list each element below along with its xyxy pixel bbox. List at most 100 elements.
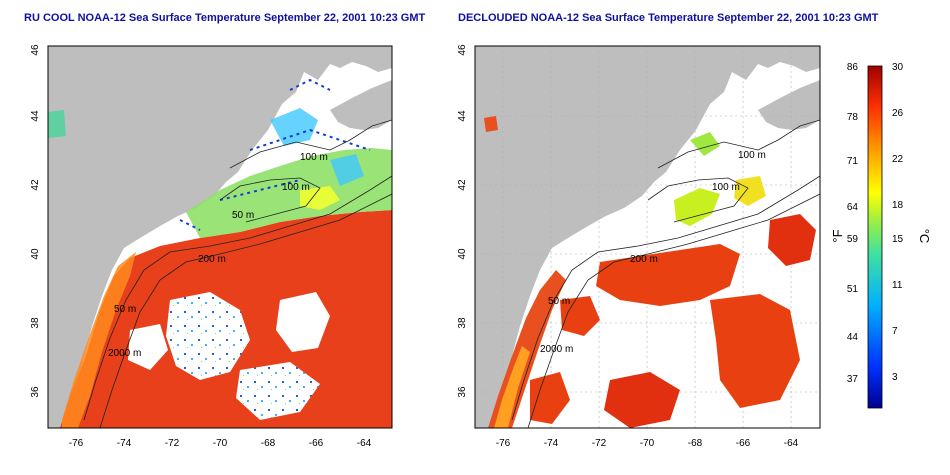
right-cool-patch: [674, 188, 720, 226]
y-tick-label: 40: [457, 248, 468, 260]
temperature-colorbar: 86 78 71 64 59 51 44 37 30 26 22 18 15 1…: [830, 62, 932, 409]
right-contour-label: 100 m: [712, 182, 740, 193]
colorbar-fahrenheit-label: °F: [830, 229, 845, 242]
y-tick-label: 42: [457, 179, 468, 191]
left-land-nova-scotia: [330, 80, 392, 130]
x-tick-label: -76: [496, 438, 511, 449]
c-tick-label: 15: [892, 234, 904, 245]
left-y-axis: 36 38 40 42 44 46: [30, 44, 41, 398]
y-tick-label: 46: [457, 44, 468, 56]
colorbar-celsius-label: °C: [917, 229, 932, 244]
c-tick-label: 30: [892, 62, 904, 73]
x-tick-label: -66: [736, 438, 751, 449]
f-tick-label: 59: [847, 234, 859, 245]
y-tick-label: 38: [30, 317, 41, 329]
x-tick-label: -70: [640, 438, 655, 449]
right-contour-label: 200 m: [630, 254, 658, 265]
left-contour-label: 2000 m: [108, 348, 141, 359]
left-top-patch: [48, 110, 66, 138]
y-tick-label: 38: [457, 317, 468, 329]
right-land-nova-scotia: [758, 80, 820, 130]
right-warm-patch: [710, 294, 800, 408]
x-tick-label: -64: [784, 438, 799, 449]
y-tick-label: 44: [30, 110, 41, 122]
left-bathymetry-contour: [83, 175, 392, 421]
left-land-mass: [48, 46, 392, 428]
right-y-axis: 36 38 40 42 44 46: [457, 44, 468, 398]
colorbar-f-ticks: 86 78 71 64 59 51 44 37: [847, 62, 859, 385]
right-x-axis: -76 -74 -72 -70 -68 -66 -64: [496, 438, 799, 449]
colorbar-c-ticks: 30 26 22 18 15 11 7 3: [892, 62, 904, 383]
right-bathymetry-contour: [647, 177, 749, 223]
right-warm-patch: [604, 372, 680, 428]
f-tick-label: 51: [847, 284, 859, 295]
right-contour-label: 2000 m: [540, 344, 573, 355]
right-cool-patch: [690, 132, 720, 156]
right-map-frame: [474, 45, 821, 429]
left-contour-label: 200 m: [198, 254, 226, 265]
x-tick-label: -74: [544, 438, 559, 449]
right-warm-patch: [530, 372, 570, 424]
right-top-patch: [484, 116, 498, 132]
right-panel-title: DECLOUDED NOAA-12 Sea Surface Temperatur…: [458, 12, 879, 24]
f-tick-label: 37: [847, 374, 859, 385]
right-bathymetry-contour: [527, 193, 820, 428]
left-yellow-patch: [300, 186, 340, 210]
left-blue-noise: [179, 78, 371, 231]
x-tick-label: -68: [261, 438, 276, 449]
left-contour-label: 50 m: [114, 304, 136, 315]
x-tick-label: -76: [69, 438, 84, 449]
f-tick-label: 64: [847, 202, 859, 213]
right-orange-band: [494, 346, 530, 428]
left-map-frame: [47, 45, 393, 429]
f-tick-label: 71: [847, 156, 859, 167]
f-tick-label: 44: [847, 332, 859, 343]
y-tick-label: 42: [30, 179, 41, 191]
left-contour-label: 100 m: [300, 152, 328, 163]
left-cloud-patch: [276, 292, 330, 352]
left-bathymetry-contour: [229, 119, 392, 169]
left-cyan-patches: [270, 108, 364, 186]
f-tick-label: 86: [847, 62, 859, 73]
right-cool-patch: [734, 176, 766, 206]
right-warm-patch: [560, 296, 600, 336]
left-orange-band: [62, 252, 136, 428]
right-warm-patch: [596, 244, 740, 306]
left-contour-label: 50 m: [232, 210, 254, 221]
x-tick-label: -68: [688, 438, 703, 449]
x-tick-label: -64: [357, 438, 372, 449]
left-x-axis: -76 -74 -72 -70 -68 -66 -64: [69, 438, 372, 449]
c-tick-label: 18: [892, 200, 904, 211]
c-tick-label: 22: [892, 154, 904, 165]
right-land-mass: [475, 46, 820, 428]
right-contour-label: 50 m: [548, 296, 570, 307]
left-cloud-patch: [166, 292, 250, 380]
right-bathymetry-contour: [657, 119, 820, 169]
x-tick-label: -70: [213, 438, 228, 449]
right-bathymetry-contour: [511, 175, 820, 421]
x-tick-label: -72: [592, 438, 607, 449]
left-map-panel: 100 m 100 m 50 m 200 m 50 m 2000 m: [47, 45, 393, 429]
right-map-panel: 100 m 100 m 200 m 50 m 2000 m: [474, 45, 821, 429]
x-tick-label: -72: [165, 438, 180, 449]
c-tick-label: 26: [892, 108, 904, 119]
left-cloud-patch: [236, 362, 320, 420]
c-tick-label: 11: [892, 280, 903, 291]
right-contour-label: 100 m: [738, 150, 766, 161]
x-tick-label: -74: [117, 438, 132, 449]
y-tick-label: 36: [457, 386, 468, 398]
f-tick-label: 78: [847, 112, 859, 123]
y-tick-label: 46: [30, 44, 41, 56]
left-panel-title: RU COOL NOAA-12 Sea Surface Temperature …: [24, 12, 426, 24]
left-bathymetry-contour: [99, 193, 392, 428]
y-tick-label: 40: [30, 248, 41, 260]
y-tick-label: 36: [30, 386, 41, 398]
x-tick-label: -66: [309, 438, 324, 449]
c-tick-label: 3: [892, 372, 898, 383]
y-tick-label: 44: [457, 110, 468, 122]
colorbar-gradient: [867, 65, 883, 409]
left-contour-label: 100 m: [282, 182, 310, 193]
c-tick-label: 7: [892, 326, 898, 337]
right-warm-patch: [768, 214, 816, 266]
